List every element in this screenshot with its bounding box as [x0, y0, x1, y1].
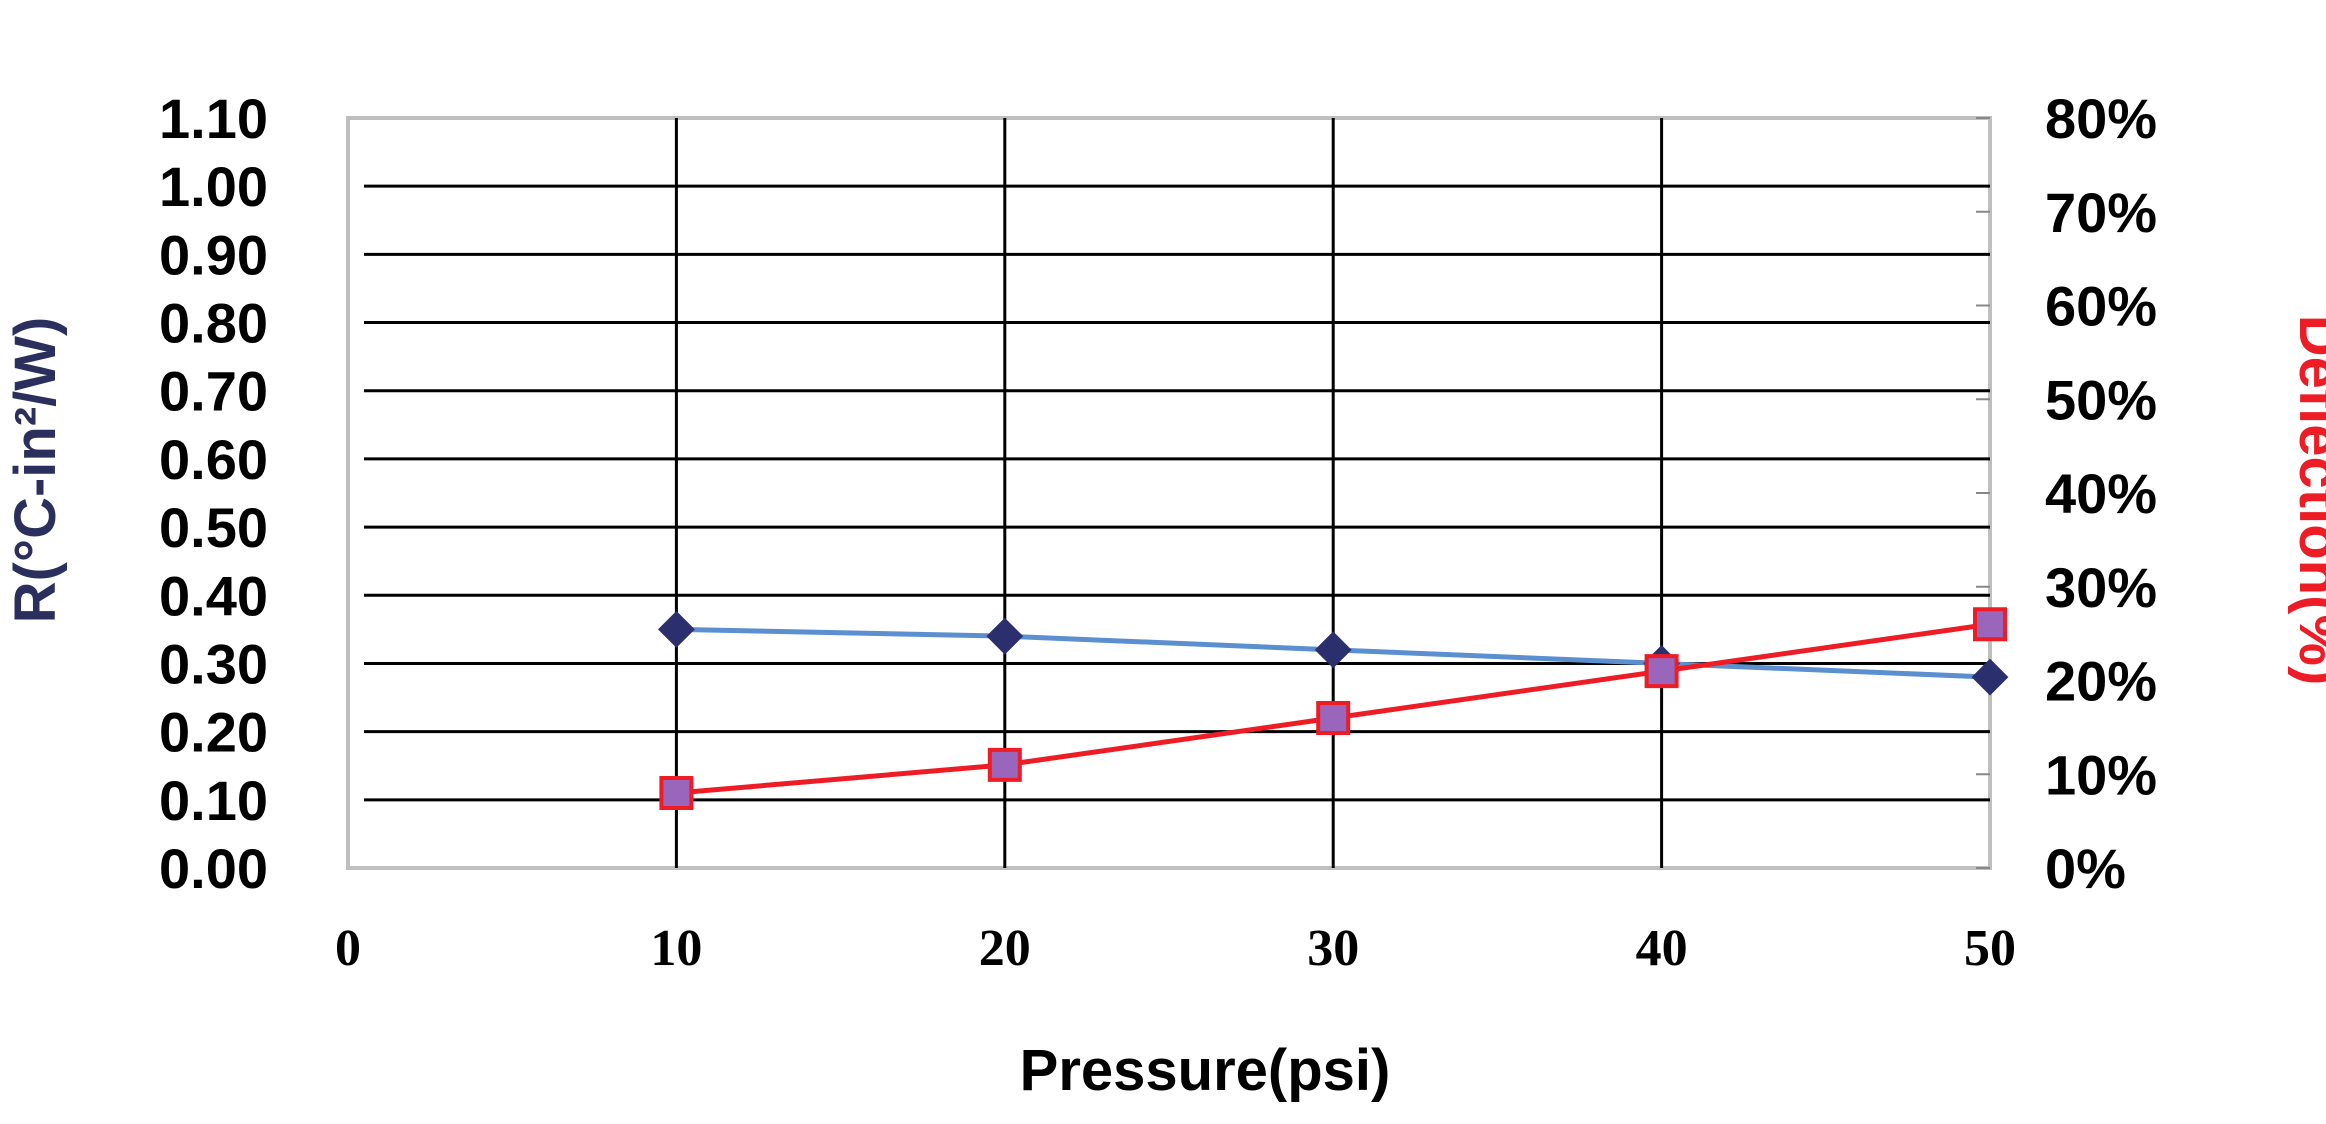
left-axis-ticks: 0.000.100.200.300.400.500.600.700.800.90… — [159, 87, 268, 900]
x-tick-label: 30 — [1307, 920, 1359, 977]
right-axis-title: Deflection(%) — [2287, 315, 2326, 686]
left-tick-label: 0.30 — [159, 632, 268, 695]
right-tick-label: 0% — [2045, 837, 2126, 900]
series-2 — [659, 607, 2007, 810]
x-axis-title: Pressure(psi) — [1020, 1038, 1391, 1103]
data-point-diamond — [1314, 631, 1352, 669]
data-point-square — [987, 747, 1022, 782]
plot-frame — [346, 116, 1992, 870]
data-point-square — [1644, 654, 1679, 689]
left-tick-label: 0.80 — [159, 292, 268, 355]
data-point-diamond — [1971, 658, 2009, 696]
right-tick-label: 10% — [2045, 743, 2157, 806]
left-tick-label: 0.00 — [159, 837, 268, 900]
right-axis-ticks: 0% 10% 20% 30% 40% 50% 60% 70% 80% — [2045, 87, 2157, 900]
data-point-diamond — [657, 610, 695, 648]
left-tick-label: 0.70 — [159, 360, 268, 423]
series-layer — [657, 607, 2009, 810]
left-axis-title: R(°C-in²/W) — [3, 317, 68, 624]
x-tick-label: 20 — [979, 920, 1031, 977]
data-point-square — [1316, 701, 1351, 735]
right-tick-label: 20% — [2045, 650, 2157, 713]
left-tick-label: 0.60 — [159, 428, 268, 491]
grid — [364, 117, 1990, 869]
right-tick-label: 60% — [2045, 275, 2157, 338]
right-tick-label: 50% — [2045, 368, 2157, 431]
right-tick-label: 30% — [2045, 556, 2157, 619]
plot-border — [346, 116, 1992, 870]
x-tick-label: 50 — [1964, 920, 2016, 977]
x-tick-label: 40 — [1636, 920, 1688, 977]
data-point-diamond — [986, 617, 1024, 655]
x-axis-ticks: 0 10 20 30 40 50 — [335, 920, 2016, 977]
left-tick-label: 0.20 — [159, 701, 268, 764]
right-tick-label: 70% — [2045, 181, 2157, 244]
x-tick-label: 0 — [335, 920, 361, 977]
left-tick-label: 0.50 — [159, 496, 268, 559]
data-point-square — [659, 776, 694, 810]
right-tick-label: 40% — [2045, 462, 2157, 525]
left-tick-label: 0.10 — [159, 769, 268, 832]
left-tick-label: 1.10 — [159, 87, 268, 150]
right-tick-label: 80% — [2045, 87, 2157, 150]
left-tick-label: 0.90 — [159, 223, 268, 286]
left-tick-label: 0.40 — [159, 564, 268, 627]
data-point-square — [1973, 607, 2007, 642]
left-tick-label: 1.00 — [159, 155, 268, 218]
x-tick-label: 10 — [650, 920, 702, 977]
